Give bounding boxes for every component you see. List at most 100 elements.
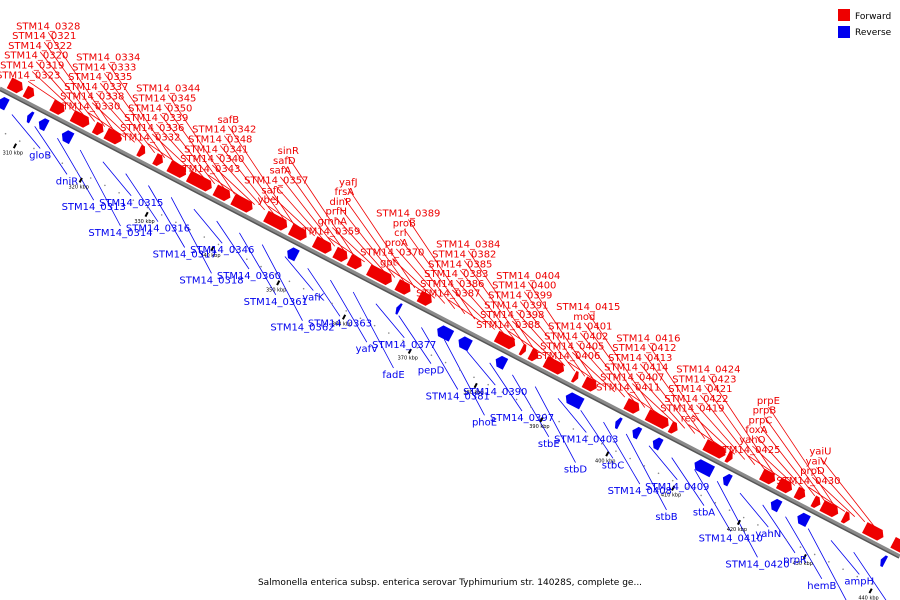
reverse-gene-label[interactable]: STM14_0315 bbox=[99, 198, 163, 209]
forward-gene-label[interactable]: STM14_0400 bbox=[492, 281, 556, 292]
forward-gene-label[interactable]: prpE bbox=[757, 396, 780, 407]
forward-gene-label[interactable]: STM14_0320 bbox=[4, 51, 68, 62]
forward-gene-arrow[interactable] bbox=[22, 85, 37, 101]
forward-gene-label[interactable]: prpC bbox=[749, 415, 773, 426]
reverse-gene-label[interactable]: STM14_0390 bbox=[463, 387, 527, 398]
reverse-gene-arrow[interactable] bbox=[650, 436, 664, 451]
forward-gene-label[interactable]: prfH bbox=[326, 207, 348, 218]
forward-gene-label[interactable]: STM14_0330 bbox=[56, 102, 120, 113]
reverse-gene-label[interactable]: STM14_0314 bbox=[88, 228, 152, 239]
forward-gene-label[interactable]: STM14_0415 bbox=[556, 302, 620, 313]
reverse-gene-arrow[interactable] bbox=[630, 425, 643, 440]
forward-gene-label[interactable]: STM14_0414 bbox=[604, 363, 668, 374]
reverse-gene-label[interactable]: STM14_0362 bbox=[270, 323, 334, 334]
forward-gene-label[interactable]: gpt bbox=[380, 258, 397, 269]
forward-gene-label[interactable]: STM14_0321 bbox=[12, 31, 76, 42]
forward-gene-arrow[interactable] bbox=[332, 246, 350, 264]
forward-gene-arrow[interactable] bbox=[810, 495, 824, 509]
forward-gene-arrow[interactable] bbox=[49, 99, 67, 117]
forward-gene-label[interactable]: STM14_0343 bbox=[176, 164, 240, 175]
forward-gene-label[interactable]: STM14_0338 bbox=[60, 92, 124, 103]
forward-gene-arrow[interactable] bbox=[103, 127, 124, 146]
forward-gene-label[interactable]: safA bbox=[269, 166, 291, 177]
forward-gene-arrow[interactable] bbox=[623, 398, 642, 416]
forward-gene-arrow[interactable] bbox=[152, 153, 166, 168]
forward-gene-arrow[interactable] bbox=[759, 468, 778, 487]
forward-gene-label[interactable]: STM14_0333 bbox=[72, 62, 136, 73]
forward-gene-arrow[interactable] bbox=[394, 279, 413, 297]
forward-gene-arrow[interactable] bbox=[69, 110, 92, 129]
reverse-gene-arrow[interactable] bbox=[36, 116, 50, 132]
reverse-gene-label[interactable]: STM14_0410 bbox=[699, 533, 763, 544]
forward-gene-label[interactable]: STM14_0405 bbox=[540, 341, 604, 352]
reverse-gene-label[interactable]: yahN bbox=[755, 529, 781, 540]
reverse-gene-label[interactable]: pepD bbox=[418, 366, 445, 377]
forward-gene-label[interactable]: STM14_0404 bbox=[496, 271, 560, 282]
forward-gene-label[interactable]: STM14_0383 bbox=[424, 269, 488, 280]
forward-gene-label[interactable]: STM14_0336 bbox=[120, 123, 184, 134]
forward-gene-label[interactable]: STM14_0416 bbox=[616, 333, 680, 344]
forward-gene-label[interactable]: STM14_0344 bbox=[136, 84, 200, 95]
reverse-gene-arrow[interactable] bbox=[434, 324, 455, 342]
forward-gene-arrow[interactable] bbox=[518, 343, 529, 357]
forward-gene-label[interactable]: sinR bbox=[278, 146, 299, 157]
reverse-gene-arrow[interactable] bbox=[284, 246, 300, 262]
forward-gene-arrow[interactable] bbox=[136, 144, 148, 159]
forward-gene-label[interactable]: STM14_0341 bbox=[184, 144, 248, 155]
forward-gene-arrow[interactable] bbox=[527, 348, 542, 363]
reverse-gene-label[interactable]: gloB bbox=[29, 151, 51, 162]
forward-gene-label[interactable]: STM14_0334 bbox=[76, 53, 140, 64]
reverse-gene-label[interactable]: prpR bbox=[783, 555, 807, 566]
forward-gene-label[interactable]: STM14_0359 bbox=[296, 226, 360, 237]
forward-gene-label[interactable]: crl bbox=[394, 228, 406, 239]
forward-gene-label[interactable]: STM14_0348 bbox=[188, 135, 252, 146]
reverse-gene-arrow[interactable] bbox=[795, 511, 811, 528]
forward-gene-label[interactable]: yaiV bbox=[806, 456, 828, 467]
reverse-gene-label[interactable]: STM14_0408 bbox=[608, 486, 672, 497]
forward-gene-label[interactable]: proB bbox=[393, 218, 416, 229]
reverse-gene-arrow[interactable] bbox=[493, 354, 509, 370]
forward-gene-label[interactable]: STM14_0422 bbox=[664, 394, 728, 405]
forward-gene-label[interactable]: STM14_0357 bbox=[244, 176, 308, 187]
forward-gene-arrow[interactable] bbox=[346, 254, 365, 271]
reverse-gene-label[interactable]: ampH bbox=[844, 576, 874, 587]
forward-gene-label[interactable]: mod bbox=[573, 312, 595, 323]
reverse-gene-label[interactable]: STM14_0313 bbox=[62, 202, 126, 213]
forward-gene-label[interactable]: STM14_0406 bbox=[536, 351, 600, 362]
reverse-gene-label[interactable]: stbA bbox=[693, 508, 715, 519]
forward-gene-label[interactable]: STM14_0421 bbox=[668, 384, 732, 395]
forward-gene-label[interactable]: STM14_0332 bbox=[116, 133, 180, 144]
forward-gene-arrow[interactable] bbox=[416, 290, 435, 308]
forward-gene-label[interactable]: frsA bbox=[334, 187, 354, 198]
forward-gene-arrow[interactable] bbox=[570, 370, 581, 384]
reverse-gene-label[interactable]: STM14_0318 bbox=[179, 275, 243, 286]
forward-gene-label[interactable]: STM14_0401 bbox=[548, 322, 612, 333]
forward-gene-arrow[interactable] bbox=[702, 439, 728, 460]
forward-gene-label[interactable]: STM14_0370 bbox=[360, 248, 424, 259]
forward-gene-arrow[interactable] bbox=[890, 536, 900, 557]
forward-gene-label[interactable]: safB bbox=[217, 115, 239, 126]
forward-gene-arrow[interactable] bbox=[667, 421, 681, 435]
forward-gene-arrow[interactable] bbox=[185, 170, 215, 194]
reverse-gene-label[interactable]: STM14_0397 bbox=[490, 413, 554, 424]
forward-gene-arrow[interactable] bbox=[212, 184, 234, 202]
reverse-gene-arrow[interactable] bbox=[768, 497, 783, 513]
forward-gene-label[interactable]: STM14_0412 bbox=[612, 343, 676, 354]
reverse-gene-arrow[interactable] bbox=[878, 554, 889, 568]
forward-gene-arrow[interactable] bbox=[166, 160, 188, 179]
reverse-gene-arrow[interactable] bbox=[692, 457, 716, 478]
reverse-gene-label[interactable]: STM14_0361 bbox=[244, 297, 308, 308]
reverse-gene-arrow[interactable] bbox=[59, 128, 75, 145]
forward-gene-label[interactable]: STM14_0337 bbox=[64, 82, 128, 93]
reverse-gene-label[interactable]: STM14_0403 bbox=[554, 435, 618, 446]
reverse-gene-label[interactable]: STM14_0409 bbox=[645, 482, 709, 493]
forward-gene-label[interactable]: yafJ bbox=[339, 177, 358, 188]
forward-gene-label[interactable]: STM14_0419 bbox=[660, 404, 724, 415]
forward-gene-label[interactable]: STM14_0328 bbox=[16, 21, 80, 32]
reverse-gene-label[interactable]: yafK bbox=[302, 293, 325, 304]
forward-gene-label[interactable]: ybeJ bbox=[258, 195, 279, 206]
forward-gene-arrow[interactable] bbox=[581, 376, 600, 393]
reverse-gene-label[interactable]: stbE bbox=[538, 439, 560, 450]
forward-gene-label[interactable]: res bbox=[681, 414, 696, 425]
forward-gene-label[interactable]: STM14_0342 bbox=[192, 125, 256, 136]
